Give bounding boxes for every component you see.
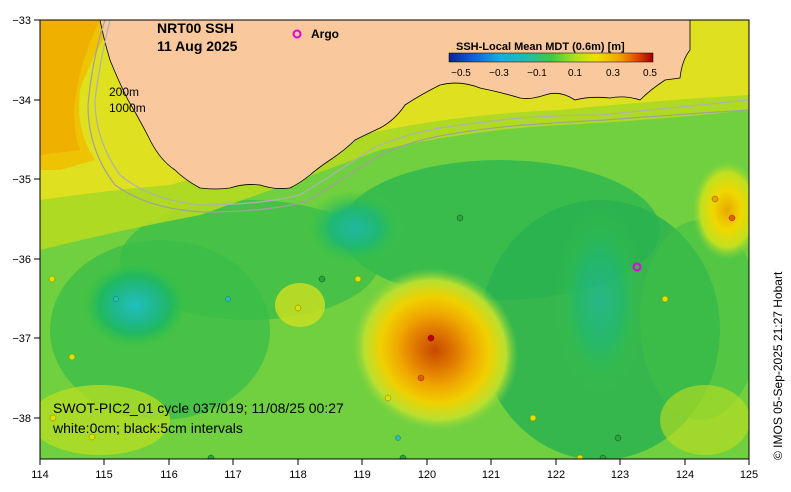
x-tick-label: 115 (95, 469, 113, 481)
x-tick-label: 124 (676, 469, 694, 481)
cold-eddy-east (555, 205, 645, 395)
warm-eddy (351, 268, 519, 432)
cold-eddy-central (305, 190, 405, 266)
y-tick-label: −36 (12, 254, 31, 266)
depth-label-200m: 200m (109, 85, 139, 99)
argo-legend-icon (292, 29, 302, 39)
credit-text: © IMOS 05-Sep-2025 21:27 Hobart (771, 271, 785, 460)
x-tick-label: 123 (611, 469, 629, 481)
colorbar-gradient (448, 52, 654, 63)
map-title-line2: 11 Aug 2025 (157, 38, 238, 54)
x-tick-label: 125 (740, 469, 758, 481)
observation-dots (48, 195, 736, 459)
warm-eddy-east (692, 160, 749, 260)
colorbar-tick: 0.3 (606, 68, 620, 79)
colorbar-tick: 0.1 (568, 68, 582, 79)
colorbar-tick: 0.5 (643, 68, 657, 79)
colorbar-tick: −0.5 (451, 68, 471, 79)
x-tick-label: 119 (353, 469, 371, 481)
argo-legend-label: Argo (311, 27, 339, 41)
colorbar: SSH-Local Mean MDT (0.6m) [m] −0.5 −0.3 … (448, 41, 657, 79)
x-tick-label: 122 (547, 469, 565, 481)
plot-frame (39, 19, 750, 460)
x-axis: 114 115 116 117 118 119 120 121 122 123 … (31, 459, 758, 481)
x-tick-label: 116 (160, 469, 178, 481)
x-tick-label: 121 (482, 469, 500, 481)
x-tick-label: 120 (418, 469, 436, 481)
x-tick-label: 114 (31, 469, 49, 481)
contour-200m (94, 20, 749, 206)
caption-swath: SWOT-PIC2_01 cycle 037/019; 11/08/25 00:… (53, 400, 344, 416)
y-tick-label: −33 (12, 15, 31, 27)
contour-1000m (87, 20, 749, 213)
x-tick-label: 117 (224, 469, 242, 481)
depth-label-1000m: 1000m (109, 101, 146, 115)
plot-area (40, 20, 749, 459)
colorbar-tick: −0.3 (489, 68, 509, 79)
caption-contours: white:0cm; black:5cm intervals (52, 420, 243, 436)
y-tick-label: −34 (12, 95, 31, 107)
map-title-line1: NRT00 SSH (157, 20, 234, 36)
cold-eddy-west (80, 260, 190, 350)
y-tick-label: −38 (12, 413, 31, 425)
y-tick-label: −35 (12, 174, 31, 186)
argo-float-marker (632, 262, 642, 272)
x-tick-label: 118 (289, 469, 307, 481)
colorbar-title: SSH-Local Mean MDT (0.6m) [m] (456, 41, 625, 53)
colorbar-tick: −0.1 (527, 68, 547, 79)
y-axis: −33 −34 −35 −36 −37 −38 (12, 15, 40, 425)
y-tick-label: −37 (12, 333, 31, 345)
